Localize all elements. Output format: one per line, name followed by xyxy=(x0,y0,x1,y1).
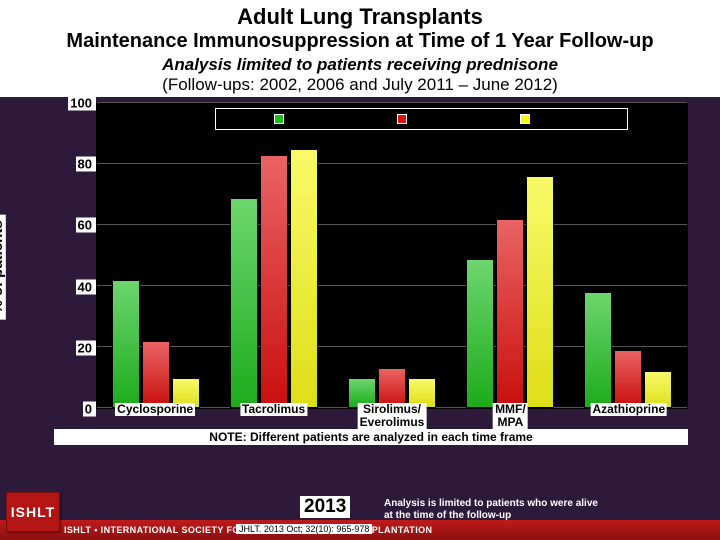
bar xyxy=(526,176,554,408)
x-category-label: Tacrolimus xyxy=(240,403,307,416)
x-category-label: Cyclosporine xyxy=(115,403,195,416)
chart-note: NOTE: Different patients are analyzed in… xyxy=(54,429,688,445)
legend-swatch xyxy=(520,114,530,124)
y-tick-label: 20 xyxy=(76,340,96,355)
bar xyxy=(614,350,642,408)
x-category-label: Azathioprine xyxy=(590,403,667,416)
bar xyxy=(584,292,612,408)
legend-swatch xyxy=(274,114,284,124)
y-tick-label: 80 xyxy=(76,157,96,172)
bar xyxy=(260,155,288,408)
y-tick-label: 60 xyxy=(76,218,96,233)
plot-area xyxy=(96,103,688,409)
grid-line xyxy=(97,102,687,103)
x-axis-labels: Cyclosporine Tacrolimus Sirolimus/ Everoli… xyxy=(96,403,688,431)
y-tick-label: 100 xyxy=(68,96,96,111)
bar xyxy=(142,341,170,408)
ishlt-logo: ISHLT xyxy=(6,492,60,532)
footer-note: Analysis is limited to patients who were… xyxy=(384,498,598,522)
y-axis-label: % of patients xyxy=(0,214,6,319)
bar xyxy=(466,259,494,408)
reference-text: JHLT. 2013 Oct; 32(10): 965-978 xyxy=(236,524,372,534)
title-block: Adult Lung Transplants Maintenance Immun… xyxy=(0,0,720,97)
page-title-1: Adult Lung Transplants xyxy=(10,4,710,30)
x-category-label: Sirolimus/ Everolimus xyxy=(358,403,427,429)
footer-block: 2013 JHLT. 2013 Oct; 32(10): 965-978 Ana… xyxy=(0,520,720,540)
x-category-label: MMF/ MPA xyxy=(493,403,528,429)
subtitle-2: (Follow-ups: 2002, 2006 and July 2011 – … xyxy=(10,75,710,95)
bar xyxy=(496,219,524,408)
legend xyxy=(215,108,628,130)
grid-line xyxy=(97,224,687,225)
y-tick-label: 40 xyxy=(76,279,96,294)
legend-swatch xyxy=(397,114,407,124)
y-tick-label: 0 xyxy=(83,402,96,417)
chart-container: % of patients CyclosporineTacrolimusSiro… xyxy=(54,103,688,431)
page-title-2: Maintenance Immunosuppression at Time of… xyxy=(10,30,710,53)
grid-line xyxy=(97,285,687,286)
grid-line xyxy=(97,163,687,164)
bar xyxy=(112,280,140,408)
subtitle-1: Analysis limited to patients receiving p… xyxy=(10,55,710,75)
bar xyxy=(230,198,258,408)
year-badge: 2013 xyxy=(300,496,350,518)
bar xyxy=(290,149,318,408)
